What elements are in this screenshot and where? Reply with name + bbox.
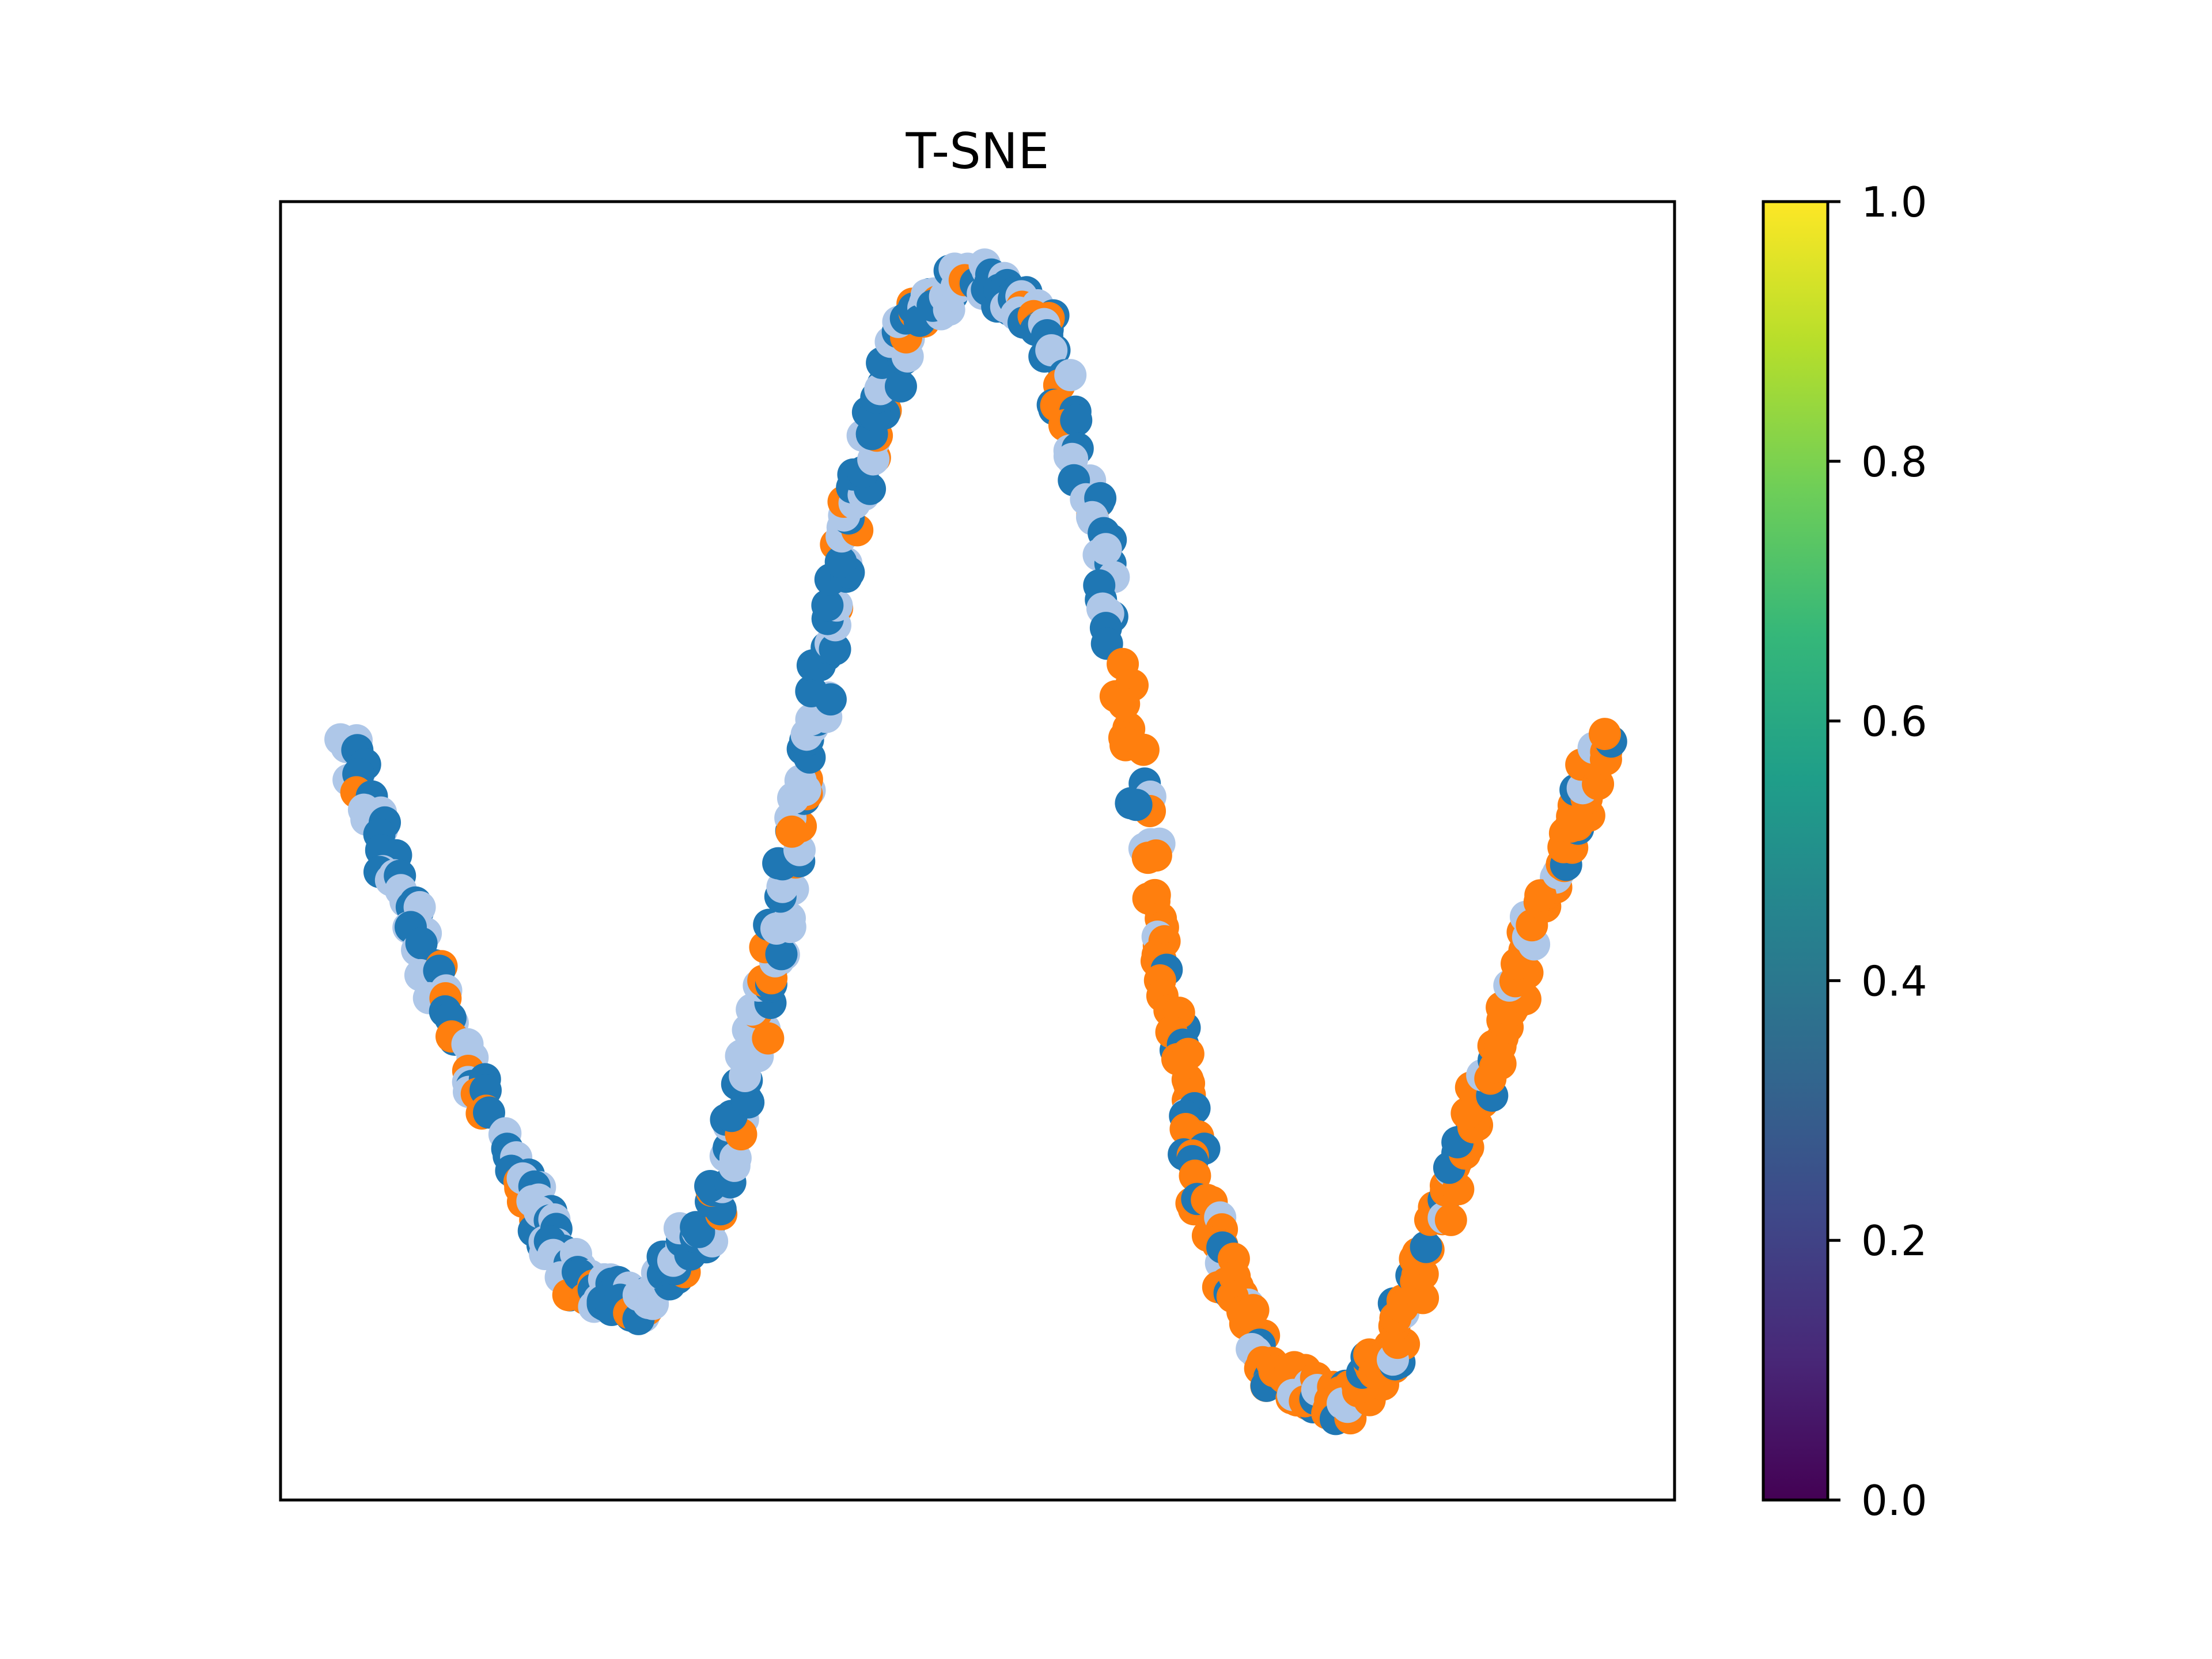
scatter-point: [766, 870, 799, 903]
scatter-point: [1450, 1097, 1483, 1130]
scatter-point: [811, 589, 844, 622]
scatter-point: [884, 370, 917, 403]
scatter-point: [824, 546, 857, 578]
colorbar-tick-label: 0.8: [1861, 438, 1927, 486]
scatter-point: [1237, 1294, 1270, 1327]
colorbar-frame: [1762, 200, 1830, 1502]
scatter-point: [1060, 404, 1093, 437]
colorbar-tick-label: 0.4: [1861, 957, 1927, 1005]
scatter-point: [1089, 533, 1122, 566]
colorbar-gradient: [1763, 202, 1828, 1500]
scatter-point: [1127, 733, 1160, 766]
scatter-point: [1589, 718, 1621, 751]
colorbar-tick-label: 0.6: [1861, 698, 1927, 746]
colorbar: 0.0 0.2 0.4 0.6 0.8 1.0: [1762, 178, 1927, 1525]
plot-frame: [279, 200, 1676, 1502]
scatter-point: [1131, 842, 1164, 874]
scatter-point: [1054, 359, 1087, 392]
scatter-point: [683, 1215, 715, 1248]
scatter-point: [1179, 1160, 1211, 1192]
scatter-points: [324, 248, 1627, 1435]
scatter-point: [725, 1039, 757, 1072]
colorbar-ticks: 0.0 0.2 0.4 0.6 0.8 1.0: [1828, 178, 1927, 1525]
scatter-point: [765, 938, 798, 971]
scatter-point: [1108, 687, 1141, 720]
scatter-point: [1524, 879, 1557, 912]
scatter-point: [752, 1022, 785, 1055]
scatter-point: [1172, 1037, 1205, 1070]
scatter-point: [1410, 1230, 1442, 1263]
scatter-point: [775, 815, 808, 848]
scatter-point: [819, 633, 851, 666]
scatter-point: [1120, 789, 1153, 821]
scatter-point: [814, 683, 847, 716]
scatter-point: [1035, 334, 1068, 367]
scatter-point: [1434, 1203, 1467, 1236]
plot-area: [281, 202, 1675, 1500]
colorbar-tick-label: 0.2: [1861, 1217, 1927, 1265]
colorbar-tick-label: 1.0: [1861, 178, 1927, 226]
colorbar-tick-label: 0.0: [1861, 1476, 1927, 1525]
chart-title: T-SNE: [906, 123, 1050, 180]
